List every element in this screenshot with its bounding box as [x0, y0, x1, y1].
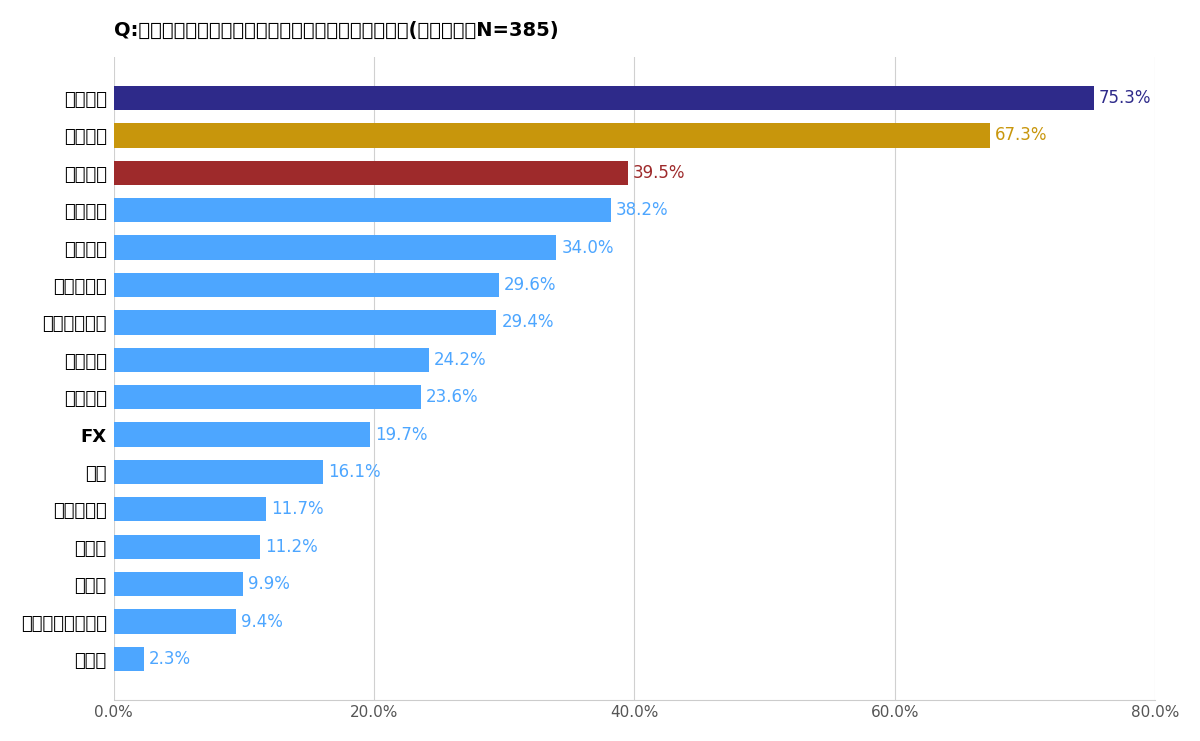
Text: 9.9%: 9.9%: [248, 575, 289, 593]
Text: 2.3%: 2.3%: [149, 650, 191, 668]
Text: 29.4%: 29.4%: [502, 313, 554, 331]
Text: 19.7%: 19.7%: [376, 425, 428, 444]
Bar: [114, 572, 242, 597]
Text: 39.5%: 39.5%: [634, 164, 685, 182]
Text: 38.2%: 38.2%: [616, 202, 668, 219]
Bar: [114, 497, 266, 522]
Bar: [114, 460, 323, 484]
Bar: [114, 647, 144, 671]
Bar: [114, 86, 1094, 110]
Bar: [114, 273, 499, 297]
Bar: [114, 198, 611, 222]
Text: 67.3%: 67.3%: [995, 127, 1048, 144]
Text: 9.4%: 9.4%: [241, 613, 283, 631]
Text: 23.6%: 23.6%: [426, 388, 479, 406]
Text: 34.0%: 34.0%: [562, 239, 614, 256]
Bar: [114, 609, 236, 634]
Bar: [114, 422, 370, 447]
Text: 16.1%: 16.1%: [329, 463, 382, 481]
Bar: [114, 534, 259, 559]
Text: 75.3%: 75.3%: [1099, 89, 1152, 107]
Text: 29.6%: 29.6%: [504, 276, 557, 294]
Bar: [114, 310, 497, 334]
Bar: [114, 385, 421, 409]
Text: 24.2%: 24.2%: [434, 350, 486, 369]
Bar: [114, 236, 557, 260]
Bar: [114, 348, 428, 372]
Text: 11.7%: 11.7%: [271, 500, 324, 519]
Bar: [114, 123, 990, 147]
Text: 11.2%: 11.2%: [265, 538, 318, 556]
Text: Q:現在、投資しているものについて教えてください。(複数選択、N=385): Q:現在、投資しているものについて教えてください。(複数選択、N=385): [114, 21, 558, 40]
Bar: [114, 161, 628, 185]
